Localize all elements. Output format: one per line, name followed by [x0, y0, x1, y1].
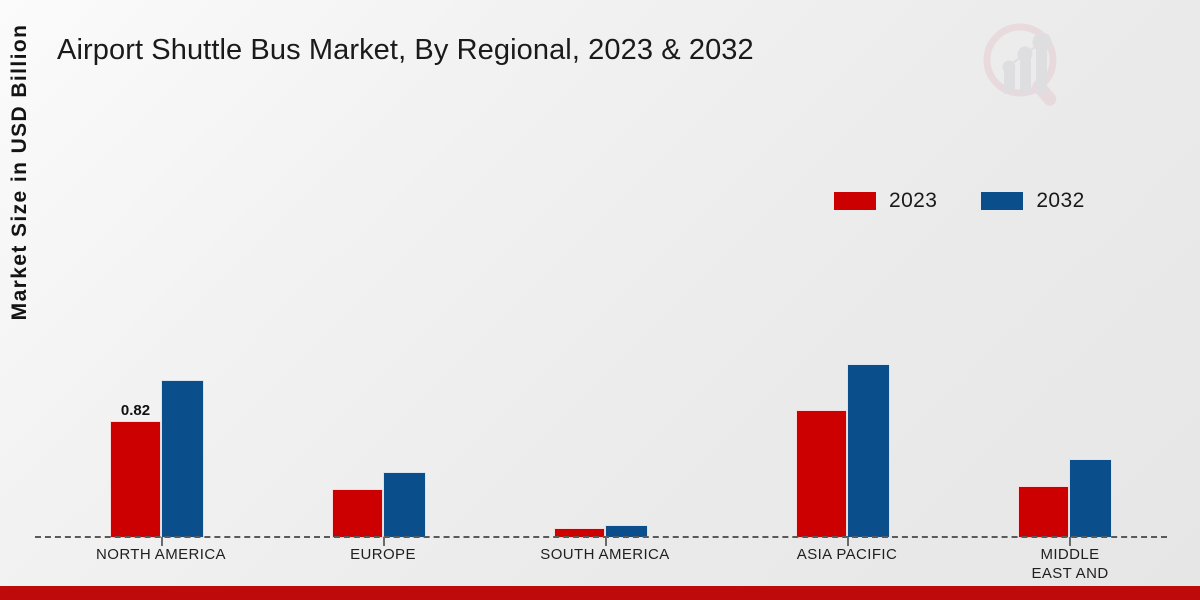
legend-swatch-2032 — [981, 192, 1024, 210]
brand-watermark-logo — [968, 18, 1080, 110]
x-axis-label-asia-pacific: ASIA PACIFIC — [796, 546, 898, 563]
bar-pair — [332, 120, 426, 538]
bar-2032-europe[interactable] — [383, 472, 426, 538]
bar-pair — [796, 120, 890, 538]
bar-value-label: 0.82 — [120, 402, 151, 419]
plot-area: 0.82 — [35, 120, 1165, 538]
bar-pair — [554, 120, 648, 538]
chart-title: Airport Shuttle Bus Market, By Regional,… — [57, 34, 754, 66]
bar-2032-middle-east[interactable] — [1069, 459, 1112, 538]
legend-swatch-2023 — [834, 192, 876, 210]
chart-legend: 2023 2032 — [834, 189, 1085, 213]
x-axis-label-europe: EUROPE — [350, 546, 416, 563]
x-axis-label-north-america: NORTH AMERICA — [96, 546, 226, 563]
bar-2023-middle-east[interactable] — [1018, 486, 1069, 538]
x-axis-tick-south-america — [605, 537, 607, 546]
bar-2023-north-america[interactable]: 0.82 — [110, 402, 161, 538]
bar-pair — [1018, 120, 1112, 538]
x-axis-tick-europe — [383, 537, 385, 546]
y-axis-title: Market Size in USD Billion — [8, 23, 31, 321]
bar-2032-asia-pacific[interactable] — [847, 364, 890, 538]
legend-item-2023[interactable]: 2023 — [834, 189, 937, 213]
x-axis-label-middle-east: MIDDLE EAST AND — [1031, 546, 1109, 582]
bar-pair: 0.82 — [110, 120, 204, 538]
x-axis-tick-middle-east — [1069, 537, 1071, 546]
legend-label-2032: 2032 — [1036, 189, 1085, 212]
x-axis-tick-north-america — [161, 537, 163, 546]
x-axis-tick-asia-pacific — [847, 537, 849, 546]
x-axis-baseline — [35, 536, 1167, 538]
bar-2023-europe[interactable] — [332, 489, 383, 538]
bar-2032-north-america[interactable] — [161, 380, 204, 538]
bar-2023-asia-pacific[interactable] — [796, 410, 847, 538]
legend-item-2032[interactable]: 2032 — [981, 189, 1084, 213]
legend-label-2023: 2023 — [889, 189, 938, 212]
x-axis-label-south-america: SOUTH AMERICA — [540, 546, 670, 563]
bottom-banner — [0, 586, 1200, 600]
